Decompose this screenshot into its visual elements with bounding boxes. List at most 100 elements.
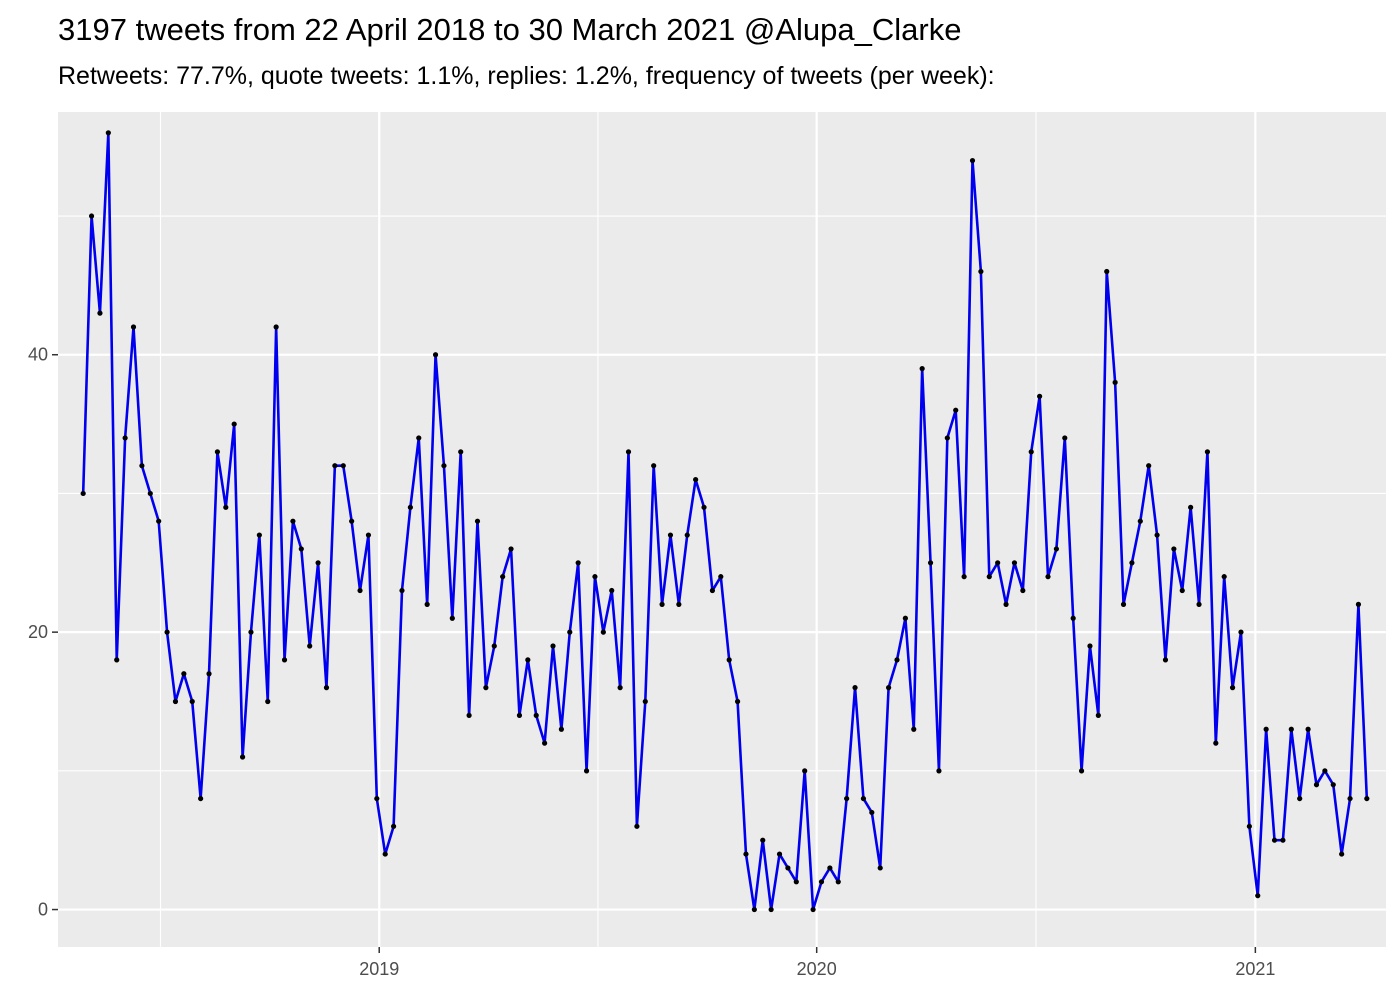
data-point	[1087, 643, 1093, 649]
data-point	[483, 685, 489, 691]
series-line	[81, 131, 1369, 911]
data-point	[583, 768, 590, 774]
data-point	[969, 157, 976, 164]
data-point	[1313, 782, 1320, 788]
data-point	[709, 587, 716, 594]
data-point	[1146, 463, 1152, 469]
data-point	[751, 906, 757, 913]
data-point	[1053, 546, 1059, 552]
data-point	[449, 615, 455, 621]
data-point	[567, 629, 573, 635]
data-point	[1162, 657, 1169, 663]
data-point	[919, 366, 925, 372]
data-point	[365, 532, 372, 538]
data-point	[877, 865, 883, 871]
data-point	[1355, 601, 1362, 608]
data-point	[223, 504, 229, 510]
data-point	[768, 906, 774, 913]
data-point	[122, 435, 128, 441]
data-point	[290, 518, 296, 524]
data-point	[1062, 435, 1068, 441]
y-tick-label: 0	[38, 900, 48, 920]
data-point	[1322, 768, 1328, 774]
data-point	[466, 712, 472, 718]
data-point	[634, 823, 640, 829]
data-point	[1330, 782, 1336, 788]
data-point	[1347, 795, 1353, 802]
data-point	[659, 601, 665, 608]
data-point	[399, 587, 405, 594]
data-point	[1011, 560, 1018, 566]
data-point	[181, 671, 187, 677]
data-point	[1104, 268, 1110, 275]
data-point	[164, 629, 170, 635]
data-point	[986, 574, 992, 580]
data-point	[1070, 615, 1076, 621]
data-point	[1263, 726, 1269, 732]
data-point	[432, 352, 439, 358]
data-point	[1305, 726, 1311, 732]
data-point	[642, 698, 648, 705]
data-point	[785, 865, 791, 871]
data-point	[550, 643, 556, 649]
data-point	[1129, 560, 1135, 566]
data-point	[835, 879, 841, 885]
data-point	[1003, 601, 1009, 608]
data-point	[114, 657, 120, 663]
data-point	[1112, 379, 1118, 386]
data-point	[1020, 587, 1026, 594]
data-point	[734, 698, 741, 705]
data-point	[525, 657, 531, 663]
data-point	[1238, 629, 1244, 635]
x-tick-label: 2020	[797, 959, 837, 979]
data-point	[1078, 768, 1085, 774]
series-layer	[80, 130, 1370, 913]
data-point	[961, 574, 967, 580]
data-point	[88, 213, 95, 219]
data-point	[1154, 532, 1160, 538]
data-point	[533, 712, 539, 718]
data-point	[500, 574, 506, 580]
data-point	[542, 740, 548, 746]
data-point	[1037, 393, 1043, 399]
data-point	[139, 463, 145, 469]
data-point	[491, 643, 497, 649]
data-point	[936, 768, 942, 774]
data-point	[776, 851, 783, 857]
data-point	[810, 906, 816, 913]
data-point	[927, 560, 934, 566]
data-point	[693, 476, 699, 483]
data-point	[1246, 823, 1252, 829]
data-point	[1297, 795, 1303, 802]
data-point	[508, 546, 514, 552]
data-point	[701, 504, 707, 510]
data-point	[600, 629, 606, 635]
data-point	[441, 463, 447, 469]
data-point	[995, 560, 1001, 566]
data-point	[424, 601, 430, 608]
data-point	[726, 657, 732, 663]
data-point	[307, 643, 313, 649]
data-point	[869, 809, 875, 816]
data-point	[130, 324, 137, 330]
data-point	[80, 490, 86, 497]
data-point	[953, 407, 959, 413]
axis-tick-labels: 0 20 40 2019 2020 2021	[28, 345, 1275, 979]
data-point	[1137, 518, 1143, 524]
data-point	[374, 795, 380, 802]
data-point	[793, 879, 799, 885]
chart-subtitle: Retweets: 77.7%, quote tweets: 1.1%, rep…	[58, 62, 995, 90]
y-tick-label: 40	[28, 345, 48, 365]
plot-panel	[58, 112, 1386, 947]
data-point	[105, 130, 111, 136]
data-point	[231, 421, 237, 427]
data-point	[1028, 449, 1034, 455]
data-point	[273, 324, 279, 330]
data-point	[391, 823, 397, 829]
data-point	[298, 546, 304, 552]
data-point	[760, 837, 766, 843]
data-point	[147, 490, 153, 497]
data-point	[1364, 795, 1370, 802]
data-point	[1171, 546, 1177, 552]
